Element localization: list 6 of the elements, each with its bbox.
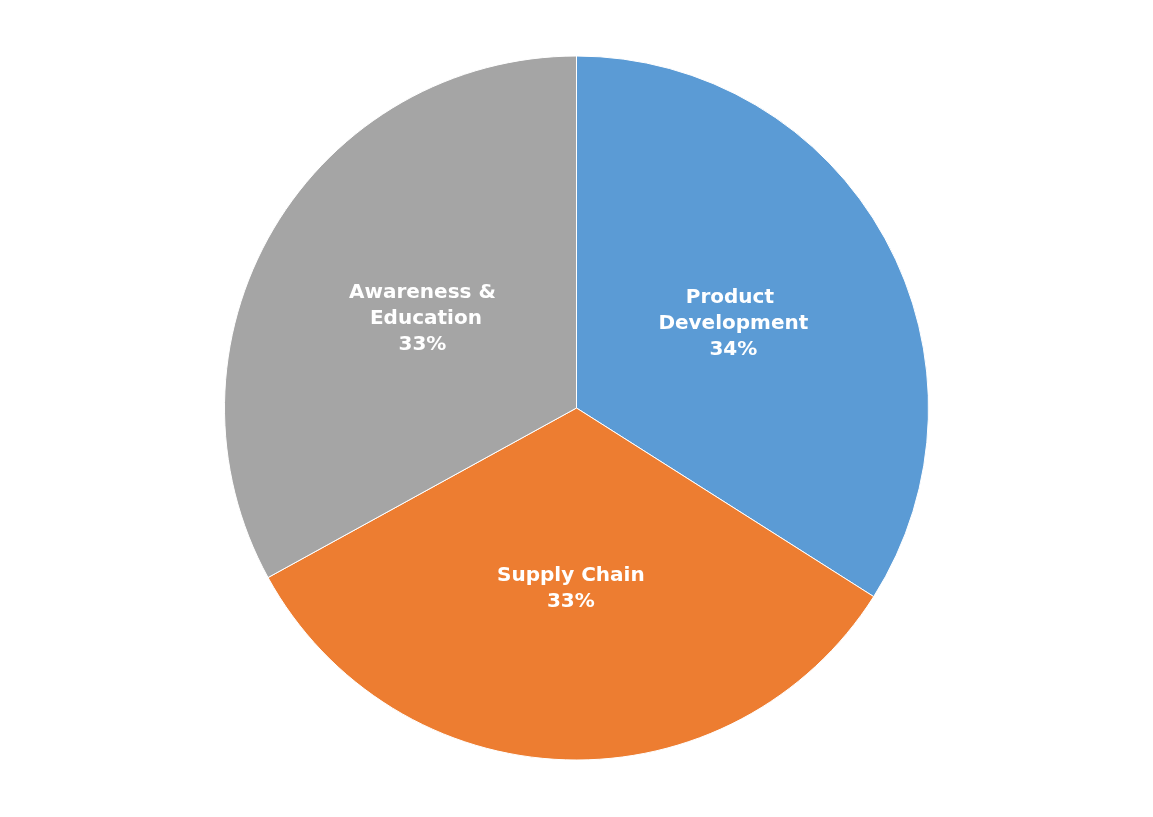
data-label: 33% <box>546 587 595 612</box>
data-label: 34% <box>709 335 758 360</box>
slice-label: Product Development <box>658 283 809 334</box>
slice-label: Supply Chain <box>497 561 645 586</box>
data-label: 33% <box>398 330 447 355</box>
slice-label: Awareness & Education <box>348 278 496 329</box>
